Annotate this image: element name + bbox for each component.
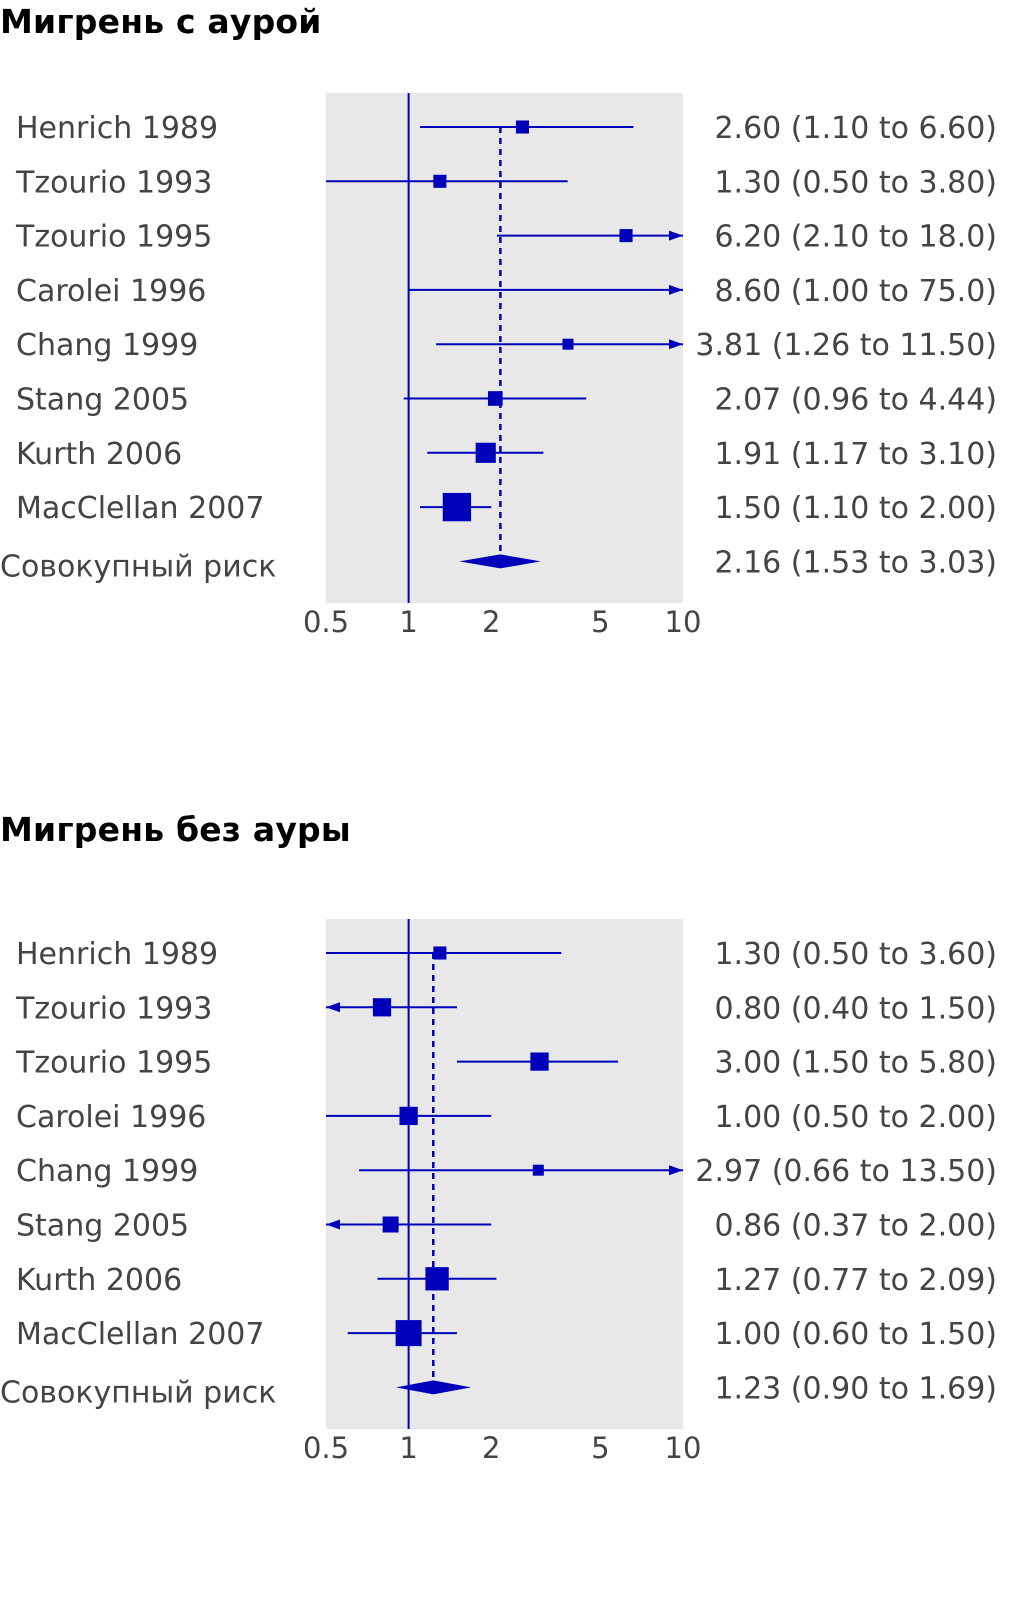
chart-1-x-tick-2: 2 <box>482 1431 500 1465</box>
chart-0-study-kurth-2006-ci-text: 1.91 (1.17 to 3.10) <box>714 437 997 472</box>
chart-1-study-tzourio-1993-ci-text: 0.80 (0.40 to 1.50) <box>714 991 997 1026</box>
chart-0-x-tick-2: 2 <box>482 605 500 639</box>
chart-1-study-carolei-1996-point-estimate <box>399 1106 418 1126</box>
chart-0-study-macclellan-2007-point-estimate <box>442 492 472 522</box>
chart-0-plot-background <box>326 93 683 603</box>
chart-0-study-carolei-1996-ci-arrow-right <box>669 284 683 295</box>
chart-1-study-macclellan-2007-label: MacClellan 2007 <box>16 1317 264 1352</box>
chart-1-study-tzourio-1995-ci-text: 3.00 (1.50 to 5.80) <box>714 1046 997 1081</box>
forest-plot-with-aura: Henrich 1989 2.60 (1.10 to 6.60) Tzourio 1… <box>0 93 997 639</box>
chart-0-study-stang-2005-label: Stang 2005 <box>16 383 189 418</box>
chart-1-study-chang-1999-ci-text: 2.97 (0.66 to 13.50) <box>695 1154 997 1189</box>
chart-0-study-kurth-2006-point-estimate <box>475 442 496 463</box>
chart-0-study-chang-1999-ci-arrow-right <box>669 339 683 350</box>
chart-1-study-stang-2005-point-estimate <box>382 1216 399 1233</box>
chart-0-pooled-diamond <box>459 554 541 569</box>
chart-1-study-henrich-1989-point-estimate <box>433 946 447 960</box>
chart-1-study-kurth-2006-ci-text: 1.27 (0.77 to 2.09) <box>714 1263 997 1298</box>
chart-0-study-tzourio-1995-ci-arrow-right <box>669 230 683 241</box>
chart-1-study-macclellan-2007-ci-text: 1.00 (0.60 to 1.50) <box>714 1317 997 1352</box>
chart-1-study-stang-2005-ci-text: 0.86 (0.37 to 2.00) <box>714 1209 997 1244</box>
chart-0-study-tzourio-1995-ci-text: 6.20 (2.10 to 18.0) <box>714 220 997 255</box>
chart-1-plot-background <box>326 919 683 1429</box>
chart-0-study-henrich-1989-label: Henrich 1989 <box>16 111 218 146</box>
chart-1-study-henrich-1989-ci-text: 1.30 (0.50 to 3.60) <box>714 937 997 972</box>
chart-0-study-tzourio-1993-ci-text: 1.30 (0.50 to 3.80) <box>714 165 997 200</box>
chart-0-pooled-label: Совокупный риск <box>0 549 276 584</box>
chart-1-study-stang-2005-ci-arrow-left <box>326 1219 340 1230</box>
chart-1-pooled-ci-text: 1.23 (0.90 to 1.69) <box>714 1371 997 1406</box>
chart-1-study-carolei-1996-label: Carolei 1996 <box>16 1100 206 1135</box>
chart-1-x-tick-1: 1 <box>399 1431 417 1465</box>
chart-1-study-tzourio-1993-ci-arrow-left <box>326 1002 340 1013</box>
chart-0-study-carolei-1996-label: Carolei 1996 <box>16 274 206 309</box>
chart-1-study-kurth-2006-point-estimate <box>425 1267 449 1291</box>
chart-1-study-tzourio-1995-point-estimate <box>530 1052 549 1071</box>
chart-0-study-tzourio-1993-label: Tzourio 1993 <box>15 165 212 200</box>
chart-1-pooled-label: Совокупный риск <box>0 1375 276 1410</box>
chart-1-pooled-diamond <box>396 1380 472 1395</box>
chart-1-study-chang-1999-point-estimate <box>532 1164 544 1176</box>
chart-0-study-chang-1999-ci-text: 3.81 (1.26 to 11.50) <box>695 328 997 363</box>
chart-0-study-tzourio-1995-point-estimate <box>619 229 633 243</box>
chart-0-study-kurth-2006-label: Kurth 2006 <box>16 437 182 472</box>
chart-0-x-tick-1: 1 <box>399 605 417 639</box>
chart-1-study-stang-2005-label: Stang 2005 <box>16 1209 189 1244</box>
chart-0-x-tick-10: 10 <box>665 605 702 639</box>
chart-0-x-tick-5: 5 <box>591 605 609 639</box>
chart-0-pooled-ci-text: 2.16 (1.53 to 3.03) <box>714 545 997 580</box>
chart-0-study-tzourio-1993-point-estimate <box>433 174 447 188</box>
chart-1-study-chang-1999-ci-arrow-right <box>669 1165 683 1176</box>
chart-1-study-carolei-1996-ci-text: 1.00 (0.50 to 2.00) <box>714 1100 997 1135</box>
panel-title-with-aura: Мигрень с аурой <box>0 2 322 41</box>
chart-1-study-tzourio-1995-label: Tzourio 1995 <box>15 1046 212 1081</box>
chart-0-study-henrich-1989-point-estimate <box>515 120 530 134</box>
chart-0-study-tzourio-1995-label: Tzourio 1995 <box>15 220 212 255</box>
chart-1-study-tzourio-1993-label: Tzourio 1993 <box>15 991 212 1026</box>
chart-0-study-henrich-1989-ci-text: 2.60 (1.10 to 6.60) <box>714 111 997 146</box>
panel-title-without-aura: Мигрень без ауры <box>0 810 351 849</box>
chart-1-study-chang-1999-label: Chang 1999 <box>16 1154 198 1189</box>
chart-0-study-carolei-1996-ci-text: 8.60 (1.00 to 75.0) <box>714 274 997 309</box>
chart-0-study-stang-2005-point-estimate <box>487 391 503 406</box>
chart-0-study-macclellan-2007-ci-text: 1.50 (1.10 to 2.00) <box>714 491 997 526</box>
forest-plot-without-aura: Henrich 1989 1.30 (0.50 to 3.60) Tzourio 1… <box>0 919 997 1465</box>
chart-1-x-tick-5: 5 <box>591 1431 609 1465</box>
chart-0-study-macclellan-2007-label: MacClellan 2007 <box>16 491 264 526</box>
chart-1-study-tzourio-1993-point-estimate <box>372 998 392 1017</box>
chart-0-study-chang-1999-label: Chang 1999 <box>16 328 198 363</box>
chart-1-study-macclellan-2007-point-estimate <box>395 1320 422 1347</box>
chart-1-study-henrich-1989-label: Henrich 1989 <box>16 937 218 972</box>
chart-0-study-stang-2005-ci-text: 2.07 (0.96 to 4.44) <box>714 383 997 418</box>
chart-1-x-tick-0-5: 0.5 <box>303 1431 349 1465</box>
chart-1-x-tick-10: 10 <box>665 1431 702 1465</box>
chart-0-x-tick-0-5: 0.5 <box>303 605 349 639</box>
chart-1-study-kurth-2006-label: Kurth 2006 <box>16 1263 182 1298</box>
chart-0-study-chang-1999-point-estimate <box>562 338 574 350</box>
